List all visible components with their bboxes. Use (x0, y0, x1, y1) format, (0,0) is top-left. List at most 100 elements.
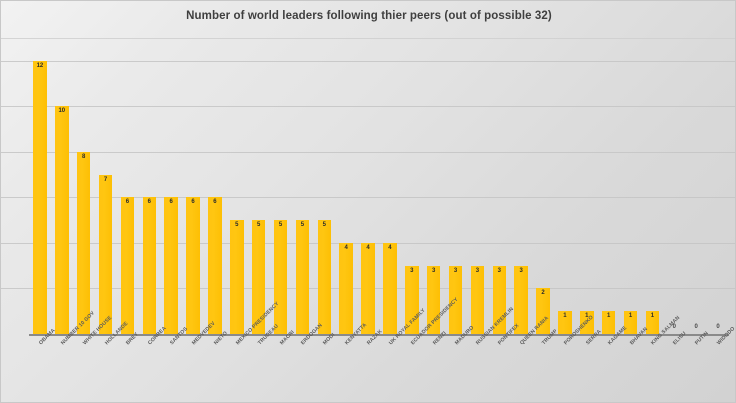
bar[interactable]: 1 (601, 311, 616, 334)
x-label-slot: PONTIFEX (488, 323, 520, 402)
bar[interactable]: 4 (339, 242, 353, 334)
bar-value-label: 1 (607, 313, 611, 320)
bar-slot: 10 (51, 38, 73, 334)
bar-value-label: 3 (453, 267, 458, 274)
bar-value-label: 6 (213, 199, 217, 206)
bar[interactable]: 3 (448, 265, 463, 334)
bar-value-label: 0 (694, 324, 698, 330)
bar[interactable]: 6 (208, 197, 222, 334)
x-label-slot: KENYATTA (335, 322, 368, 402)
bar[interactable]: 5 (317, 220, 332, 334)
bar-slot: 3 (423, 38, 445, 334)
bar-slot: 3 (467, 38, 489, 334)
bar-slot: 6 (138, 38, 160, 334)
bar-slot: 3 (488, 38, 510, 334)
bar[interactable]: 3 (426, 265, 441, 334)
bar[interactable]: 6 (120, 197, 135, 334)
bar[interactable]: 1 (580, 311, 594, 334)
bar-slot: 1 (642, 38, 664, 334)
bar-slot: 12 (29, 38, 51, 334)
x-label-slot: ERDOGAN (292, 322, 324, 402)
bar-slot: 6 (117, 38, 139, 334)
x-label-slot: BHAVAN (620, 326, 649, 402)
bar[interactable]: 7 (98, 174, 113, 334)
bar-slot: 2 (532, 38, 554, 334)
bar-value-label: 6 (147, 199, 151, 206)
x-label-slot: QUEEN RANIA (510, 315, 550, 402)
bar[interactable]: 4 (361, 242, 375, 334)
bar-slot: 5 (226, 38, 248, 334)
bar[interactable]: 0 (711, 324, 725, 334)
x-label-slot: MEXICO PRESIDENCY (226, 301, 280, 402)
bar[interactable]: 3 (405, 265, 419, 334)
bar-slot: 5 (270, 38, 292, 334)
bar-slot: 3 (510, 38, 532, 334)
bar-slot: 1 (554, 38, 576, 334)
x-label-slot: NIETO (204, 330, 229, 402)
x-label-slot: SANTOS (160, 326, 189, 402)
bar-value-label: 0 (716, 324, 720, 330)
bar[interactable]: 12 (33, 60, 47, 334)
x-label-slot: ECUADOR PRESIDENCY (401, 297, 460, 402)
x-label-slot: MEDVEDEV (182, 321, 217, 402)
bar-value-label: 4 (388, 244, 392, 251)
bar-value-label: 3 (432, 267, 436, 274)
bar[interactable]: 6 (164, 197, 178, 334)
bar[interactable]: 0 (689, 324, 703, 334)
bar[interactable]: 5 (251, 220, 266, 334)
x-label-slot: CORREA (138, 325, 168, 402)
bar[interactable]: 0 (668, 324, 682, 334)
bar[interactable]: 2 (536, 288, 550, 334)
x-axis-line (29, 334, 729, 336)
bar[interactable]: 6 (142, 197, 157, 334)
bar-value-label: 12 (36, 62, 44, 69)
bar-value-label: 1 (563, 313, 567, 320)
bar[interactable]: 3 (514, 265, 528, 334)
bar[interactable]: 10 (55, 106, 69, 334)
bar-value-label: 6 (191, 199, 195, 206)
bar[interactable]: 3 (470, 265, 485, 334)
bar-slot: 5 (248, 38, 270, 334)
x-label-slot: NUMBER 10 GOV (51, 310, 96, 402)
bar-value-label: 3 (497, 267, 501, 274)
bar-slot: 6 (160, 38, 182, 334)
bar-slot: 5 (313, 38, 335, 334)
bar-value-label: 6 (125, 199, 130, 206)
x-label-slot: MACRI (270, 329, 296, 402)
x-label-slot: RENZI (423, 330, 448, 402)
bar-value-label: 2 (541, 290, 545, 297)
bar-slot: 0 (707, 38, 729, 334)
bar[interactable]: 1 (645, 311, 660, 334)
x-label-slot: MODI (313, 332, 336, 402)
x-label-slot: KING SALMAN (642, 315, 681, 402)
bar[interactable]: 1 (558, 311, 572, 334)
x-label-slot: PUTIN (685, 330, 710, 402)
bar[interactable]: 3 (492, 265, 507, 334)
bar-value-label: 8 (82, 153, 86, 160)
bar-value-label: 5 (300, 222, 305, 229)
x-label-slot: SERRA (576, 329, 603, 402)
bar[interactable]: 5 (273, 220, 288, 334)
bar[interactable]: 6 (186, 197, 200, 334)
bar-slot: 7 (95, 38, 117, 334)
bar-slot: 6 (204, 38, 226, 334)
plot-area: 12 10 8 7 6 6 6 6 6 5 5 5 5 5 4 4 4 3 3 3 3 3 3 2 1 1 1 1 1 0 0 0 (29, 38, 729, 334)
x-label-slot: RUSSIAN KREMLIN (467, 306, 515, 402)
bar-slot: 6 (182, 38, 204, 334)
bar-value-label: 5 (278, 222, 283, 229)
bar-value-label: 3 (519, 267, 523, 274)
bar[interactable]: 4 (383, 242, 397, 334)
bar[interactable]: 5 (230, 220, 244, 334)
bar-value-label: 4 (344, 244, 348, 251)
bar-value-label: 1 (628, 313, 633, 320)
bar-slot: 8 (73, 38, 95, 334)
bar-value-label: 1 (650, 313, 655, 320)
bar-slot: 1 (620, 38, 642, 334)
bar-value-label: 10 (58, 108, 66, 115)
bar-series: 12 10 8 7 6 6 6 6 6 5 5 5 5 5 4 4 4 3 3 3 3 3 3 2 1 1 1 1 1 0 0 0 (29, 38, 729, 334)
bar[interactable]: 8 (76, 151, 91, 334)
bar[interactable]: 5 (295, 220, 310, 334)
bar-value-label: 3 (475, 267, 480, 274)
bar[interactable]: 1 (623, 311, 638, 334)
x-label-slot: ELISU (663, 331, 688, 402)
